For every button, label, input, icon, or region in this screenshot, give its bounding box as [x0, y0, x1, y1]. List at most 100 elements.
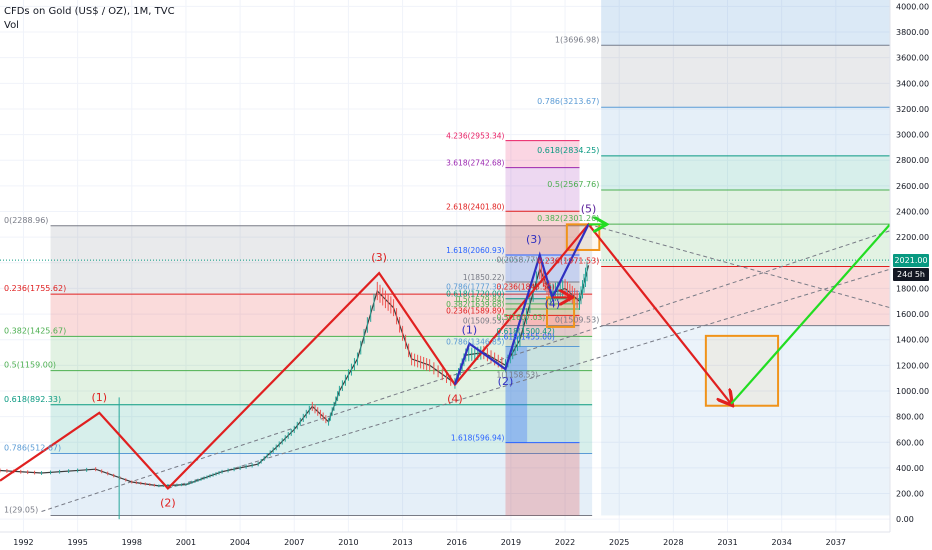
fib-ext-label: 0.5(1679.84) — [456, 295, 505, 304]
fib-ext-band — [505, 346, 528, 443]
y-tick-label: 1400.00 — [896, 336, 929, 345]
x-tick-label: 1995 — [67, 538, 87, 547]
fib-right-band — [601, 45, 890, 108]
y-tick-label: 2200.00 — [896, 233, 929, 242]
fib-ext-label: 2.618(2401.80) — [446, 202, 504, 211]
wave-label-sub: (2) — [498, 375, 514, 388]
x-tick-label: 1998 — [122, 538, 142, 547]
fib-ext-band — [505, 167, 580, 212]
fib-ext-band — [505, 140, 580, 168]
fib-right-label: 0.618(2834.25) — [537, 146, 599, 155]
x-tick-label: 2001 — [176, 538, 196, 547]
fib-left-band — [50, 404, 593, 454]
fib-mid-label: 0.236(1845.55) — [496, 283, 554, 292]
y-tick-label: 0.00 — [896, 515, 914, 524]
chart-title: CFDs on Gold (US$ / OZ), 1M, TVC — [4, 6, 175, 17]
fib-right-label: 0.236(1971.53) — [537, 256, 599, 265]
fib-ext-band — [505, 308, 580, 316]
wave-label-main: (5) — [581, 202, 597, 215]
fib-left-label: 0.786(512.67) — [4, 443, 61, 452]
fib-right-band — [601, 266, 890, 326]
x-tick-label: 2010 — [338, 538, 358, 547]
y-tick-label: 1800.00 — [896, 284, 929, 293]
fib-right-band — [601, 224, 890, 267]
elliott-wave-projection — [730, 223, 891, 405]
wave-label-main: (2) — [160, 496, 176, 509]
fib-right-label: 0.786(3213.67) — [537, 97, 599, 106]
fib-mid-label: 1(1158.53) — [496, 371, 538, 380]
fib-right-band — [601, 325, 890, 516]
fib-ext-label: 4.236(2953.34) — [446, 132, 504, 141]
last-price-tag: 2021.00 — [893, 254, 929, 268]
y-tick-label: 3800.00 — [896, 28, 929, 37]
x-tick-label: 2016 — [447, 538, 467, 547]
fib-left-label: 0(2288.96) — [4, 216, 48, 225]
x-tick-label: 2034 — [772, 538, 792, 547]
x-tick-label: 2007 — [284, 538, 304, 547]
fib-ext-band — [505, 303, 580, 309]
x-tick-label: 2025 — [609, 538, 629, 547]
fib-ext-band — [505, 325, 580, 347]
fib-left-label: 0.618(892.33) — [4, 395, 61, 404]
target-box — [704, 334, 780, 407]
fib-left-label: 1(29.05) — [4, 505, 38, 514]
x-tick-label: 1992 — [13, 538, 33, 547]
fib-ext-label: 0.236(1589.89) — [446, 306, 504, 315]
y-tick-label: 2800.00 — [896, 156, 929, 165]
fib-ext-label: 0.382(1639.68) — [446, 300, 504, 309]
wave-label-sub: (3) — [526, 233, 542, 246]
y-tick-label: 3000.00 — [896, 131, 929, 140]
volume-indicator-label[interactable]: Vol — [4, 20, 19, 31]
fib-ext-label: 0.786(1777.33) — [446, 282, 504, 291]
elliott-wave-main — [0, 222, 731, 491]
fib-ext-label: 1.618(596.94) — [451, 434, 505, 443]
y-tick-label: 800.00 — [896, 413, 924, 422]
fib-ext-label: 1.618(2060.93) — [446, 246, 504, 255]
x-tick-label: 2004 — [230, 538, 250, 547]
y-tick-label: 2600.00 — [896, 182, 929, 191]
x-tick-label: 2037 — [826, 538, 846, 547]
fib-right-band — [601, 155, 890, 191]
fib-right-band — [601, 0, 890, 46]
x-tick-label: 2022 — [555, 538, 575, 547]
y-tick-label: 2400.00 — [896, 208, 929, 217]
fib-ext-band — [505, 315, 580, 326]
trend-line — [588, 223, 891, 309]
fib-ext-band — [505, 291, 580, 299]
fib-ext-band — [505, 298, 580, 304]
elliott-wave-sub — [453, 223, 590, 385]
fib-ext-label: 0(1509.53) — [463, 317, 505, 326]
fib-right-band — [601, 190, 890, 225]
fib-left-band — [50, 370, 593, 405]
fib-ext-label: 1(1850.22) — [463, 273, 505, 282]
y-tick-label: 1200.00 — [896, 361, 929, 370]
fib-left-label: 0.5(1159.00) — [4, 361, 56, 370]
y-tick-label: 600.00 — [896, 438, 924, 447]
fib-right-label: 1(3696.98) — [555, 35, 599, 44]
fib-right-label: 0(1509.53) — [555, 316, 599, 325]
x-tick-label: 2013 — [392, 538, 412, 547]
fib-ext-band — [505, 281, 580, 292]
x-tick-label: 2031 — [717, 538, 737, 547]
fib-mid-label: 1.618(1455.00) — [496, 333, 554, 342]
wave-label-main: (4) — [447, 393, 463, 406]
fib-ext-band — [505, 346, 580, 443]
fib-mid-label: 0.5(1607.03) — [496, 313, 545, 322]
y-tick-label: 4000.00 — [896, 2, 929, 11]
y-tick-label: 1000.00 — [896, 387, 929, 396]
fib-mid-label: 0(2058.77) — [496, 255, 538, 264]
fib-right-band — [601, 107, 890, 156]
trend-line — [41, 230, 891, 512]
fib-left-label: 0.236(1755.62) — [4, 284, 66, 293]
y-tick-label: 200.00 — [896, 490, 924, 499]
x-tick-label: 2028 — [663, 538, 683, 547]
fib-ext-label: 0.618(1720.00) — [446, 290, 504, 299]
fib-left-label: 0.382(1425.67) — [4, 326, 66, 335]
fib-right-label: 0.5(2567.76) — [547, 180, 599, 189]
y-tick-label: 1600.00 — [896, 310, 929, 319]
fib-ext-band — [505, 442, 580, 516]
wave-label-sub: (1) — [462, 324, 478, 337]
wave-label-main: (1) — [91, 391, 107, 404]
